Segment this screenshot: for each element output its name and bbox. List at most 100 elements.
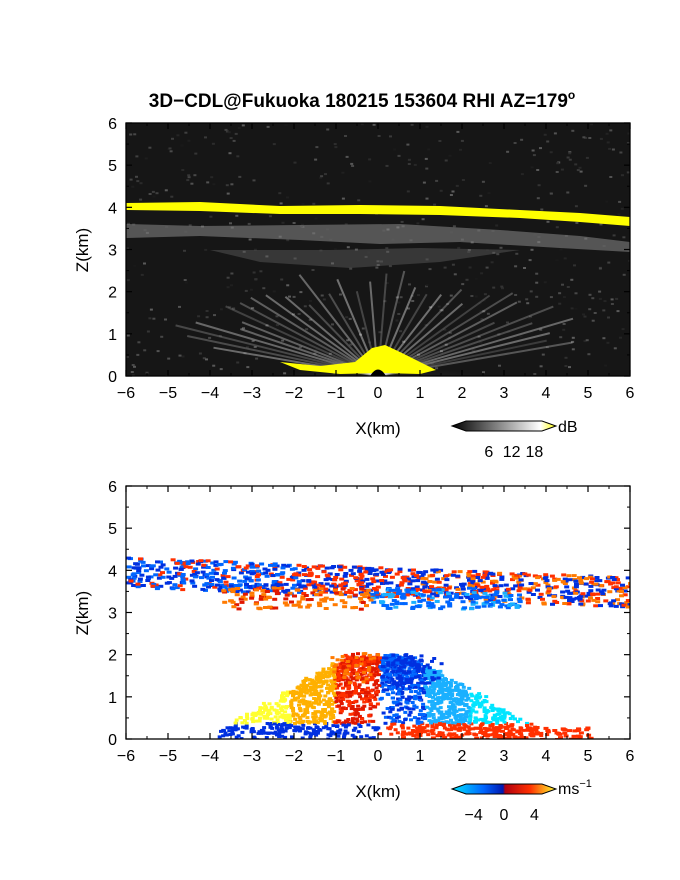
velocity-cell bbox=[400, 726, 405, 730]
velocity-cell bbox=[374, 595, 380, 599]
velocity-cell bbox=[563, 595, 569, 599]
velocity-cell bbox=[395, 703, 400, 707]
velocity-cell bbox=[597, 579, 603, 583]
velocity-cell bbox=[407, 670, 412, 674]
velocity-cell bbox=[269, 722, 274, 725]
noise-speck bbox=[620, 207, 624, 210]
velocity-cell bbox=[312, 585, 318, 589]
noise-speck bbox=[487, 192, 491, 195]
velocity-cell bbox=[423, 581, 429, 585]
velocity-cell bbox=[353, 726, 358, 730]
velocity-cell bbox=[490, 581, 495, 585]
velocity-cell bbox=[224, 733, 229, 737]
velocity-cell bbox=[359, 735, 364, 739]
velocity-cell bbox=[313, 712, 318, 716]
velocity-cell bbox=[317, 697, 321, 701]
velocity-cell bbox=[332, 680, 337, 684]
velocity-cell bbox=[578, 594, 584, 598]
velocity-cell bbox=[546, 587, 552, 591]
noise-speck bbox=[451, 263, 455, 266]
noise-speck bbox=[457, 246, 461, 249]
velocity-cell bbox=[289, 567, 295, 571]
velocity-cell bbox=[370, 694, 375, 698]
velocity-cell bbox=[518, 732, 524, 736]
velocity-colorbar-tick-label: −4 bbox=[464, 807, 482, 824]
noise-speck bbox=[187, 174, 191, 177]
velocity-cell bbox=[335, 658, 340, 662]
velocity-cell bbox=[416, 732, 422, 736]
velocity-cell bbox=[366, 723, 371, 727]
velocity-cell bbox=[296, 573, 302, 577]
velocity-cell bbox=[284, 718, 288, 722]
velocity-cell bbox=[414, 665, 419, 669]
noise-speck bbox=[461, 179, 465, 181]
velocity-cell bbox=[627, 603, 630, 607]
velocity-cell bbox=[522, 587, 528, 591]
velocity-cell bbox=[311, 728, 316, 732]
noise-speck bbox=[360, 123, 364, 126]
velocity-cell bbox=[216, 563, 222, 567]
velocity-cell bbox=[300, 595, 306, 599]
velocity-cell bbox=[532, 728, 537, 732]
velocity-cell bbox=[436, 676, 441, 680]
noise-speck bbox=[410, 123, 414, 126]
velocity-cell bbox=[532, 574, 538, 578]
velocity-cell bbox=[347, 588, 353, 592]
velocity-cell bbox=[317, 691, 321, 695]
velocity-cell bbox=[180, 578, 186, 582]
noise-speck bbox=[546, 220, 550, 223]
noise-speck bbox=[184, 131, 188, 134]
velocity-cell bbox=[360, 688, 365, 692]
velocity-cell bbox=[332, 710, 337, 714]
velocity-cell bbox=[252, 713, 257, 717]
velocity-cell bbox=[607, 575, 613, 579]
velocity-cell bbox=[322, 710, 327, 714]
velocity-cell bbox=[394, 600, 400, 604]
noise-speck bbox=[528, 259, 532, 262]
velocity-cell bbox=[400, 695, 405, 699]
velocity-cell bbox=[415, 663, 420, 667]
noise-speck bbox=[143, 349, 147, 352]
velocity-cell bbox=[399, 581, 405, 585]
velocity-cell bbox=[552, 599, 558, 603]
velocity-x-tick-label: −2 bbox=[285, 748, 303, 765]
intensity-y-tick-label: 6 bbox=[108, 116, 117, 133]
velocity-cell bbox=[454, 686, 459, 690]
velocity-cell bbox=[342, 592, 348, 596]
velocity-cell bbox=[367, 714, 372, 718]
noise-speck bbox=[129, 133, 133, 136]
noise-speck bbox=[485, 266, 489, 269]
noise-speck bbox=[278, 192, 282, 195]
velocity-cell bbox=[387, 680, 392, 684]
noise-speck bbox=[130, 371, 134, 373]
noise-speck bbox=[333, 248, 337, 251]
velocity-cell bbox=[323, 607, 329, 610]
velocity-cell bbox=[397, 719, 402, 723]
velocity-cell bbox=[498, 584, 504, 588]
velocity-cell bbox=[324, 725, 329, 729]
velocity-cell bbox=[200, 570, 206, 574]
noise-speck bbox=[492, 286, 496, 289]
velocity-cell bbox=[420, 582, 426, 586]
velocity-cell bbox=[164, 567, 170, 571]
velocity-cell bbox=[328, 710, 332, 714]
velocity-cell bbox=[141, 564, 146, 568]
velocity-cell bbox=[404, 671, 409, 675]
noise-speck bbox=[181, 169, 185, 171]
velocity-x-tick-label: −3 bbox=[243, 748, 261, 765]
velocity-cell bbox=[356, 730, 361, 734]
velocity-cell bbox=[447, 604, 453, 608]
velocity-cell bbox=[291, 712, 296, 716]
velocity-cell bbox=[484, 716, 488, 720]
noise-speck bbox=[584, 184, 588, 187]
velocity-cell bbox=[595, 597, 601, 600]
velocity-cell bbox=[300, 736, 305, 739]
velocity-cell bbox=[347, 595, 353, 599]
velocity-cell bbox=[416, 675, 421, 678]
intensity-x-tick-label: 0 bbox=[374, 385, 383, 402]
velocity-cell bbox=[336, 684, 341, 688]
velocity-cell bbox=[310, 688, 315, 692]
velocity-cell bbox=[291, 603, 297, 607]
velocity-cell bbox=[257, 730, 262, 734]
noise-speck bbox=[129, 178, 133, 181]
